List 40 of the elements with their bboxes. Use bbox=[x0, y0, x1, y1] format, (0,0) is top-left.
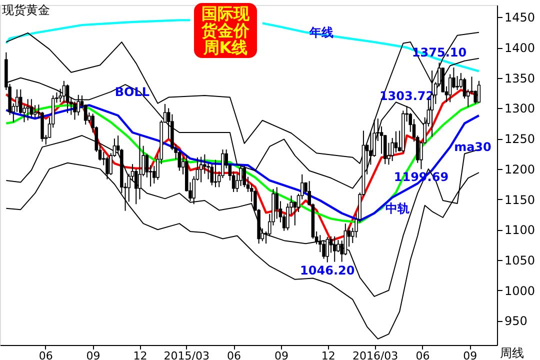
annotation: 中轨 bbox=[386, 201, 410, 216]
y-tick-label: 1200 bbox=[504, 162, 536, 176]
annotation: 1046.20 bbox=[300, 263, 355, 278]
candlestick bbox=[394, 130, 398, 154]
x-tick-label: 12 bbox=[133, 350, 148, 360]
y-tick-label: 1150 bbox=[504, 192, 536, 207]
y-tick-label: 1250 bbox=[504, 132, 536, 146]
candlestick bbox=[456, 76, 459, 90]
text: 周线 bbox=[500, 346, 524, 360]
x-tick-label: 06 bbox=[416, 350, 430, 360]
candlestick bbox=[199, 156, 203, 183]
y-tick-label: 1450 bbox=[504, 10, 536, 25]
candlestick bbox=[73, 101, 76, 120]
candlestick bbox=[210, 164, 214, 186]
x-tick-label: 06 bbox=[227, 350, 242, 360]
x-tick-label: 06 bbox=[38, 350, 53, 360]
text: 国际现货金价周K线 bbox=[200, 4, 250, 57]
candlestick bbox=[26, 98, 30, 121]
x-tick-label: 09 bbox=[463, 350, 478, 360]
candlestick bbox=[332, 236, 336, 262]
y-tick-label: 950 bbox=[504, 314, 528, 328]
y-tick-label: 1400 bbox=[504, 41, 536, 55]
y-tick-label: 1300 bbox=[504, 102, 536, 116]
x-tick-label: 12 bbox=[321, 350, 336, 360]
y-tick-label: 1000 bbox=[504, 284, 536, 298]
y-tick-label: 1350 bbox=[504, 71, 536, 86]
candlestick bbox=[62, 80, 66, 104]
candlestick bbox=[66, 84, 70, 114]
candlestick bbox=[33, 104, 37, 118]
candlestick bbox=[275, 186, 278, 220]
chart-subtitle: 现货黄金 bbox=[2, 3, 50, 17]
annotation: ma30 bbox=[454, 140, 492, 154]
x-tick-label: 09 bbox=[274, 350, 288, 360]
candlestick bbox=[477, 80, 481, 104]
y-tick-label: 1100 bbox=[504, 223, 536, 238]
candlestick bbox=[326, 236, 330, 263]
candlestick bbox=[30, 98, 34, 120]
candlestick bbox=[76, 94, 80, 116]
y-tick-label: 1050 bbox=[504, 254, 536, 268]
x-tick-label: 09 bbox=[86, 350, 100, 360]
